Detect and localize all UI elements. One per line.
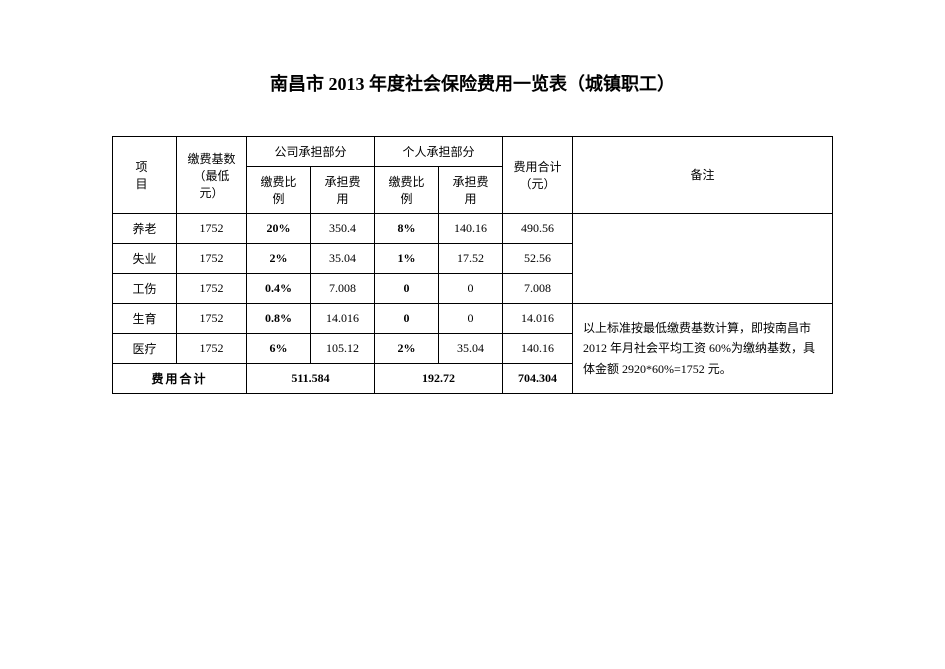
cell-personal-fee: 35.04 [439,334,503,364]
footer-personal-total: 192.72 [375,364,503,394]
insurance-table: 项 目 缴费基数（最低元） 公司承担部分 个人承担部分 费用合计（元） 备注 缴… [112,136,833,394]
header-company-fee: 承担费用 [311,167,375,214]
cell-company-rate: 6% [247,334,311,364]
cell-personal-rate: 2% [375,334,439,364]
table-row: 生育 1752 0.8% 14.016 0 0 14.016 以上标准按最低缴费… [113,304,833,334]
header-personal: 个人承担部分 [375,137,503,167]
cell-base: 1752 [177,274,247,304]
cell-company-fee: 14.016 [311,304,375,334]
cell-company-fee: 105.12 [311,334,375,364]
cell-personal-fee: 0 [439,274,503,304]
header-personal-fee: 承担费用 [439,167,503,214]
footer-grand-total: 704.304 [503,364,573,394]
footer-company-total: 511.584 [247,364,375,394]
header-note: 备注 [573,137,833,214]
header-personal-rate: 缴费比例 [375,167,439,214]
cell-personal-rate: 8% [375,214,439,244]
cell-personal-rate: 0 [375,274,439,304]
header-item: 项 目 [113,137,177,214]
cell-base: 1752 [177,214,247,244]
cell-total: 7.008 [503,274,573,304]
header-row-1: 项 目 缴费基数（最低元） 公司承担部分 个人承担部分 费用合计（元） 备注 [113,137,833,167]
cell-base: 1752 [177,334,247,364]
cell-item: 养老 [113,214,177,244]
cell-personal-rate: 1% [375,244,439,274]
table-row: 养老 1752 20% 350.4 8% 140.16 490.56 [113,214,833,244]
header-base: 缴费基数（最低元） [177,137,247,214]
cell-company-rate: 0.8% [247,304,311,334]
cell-company-fee: 350.4 [311,214,375,244]
cell-company-fee: 7.008 [311,274,375,304]
note-empty [573,214,833,304]
cell-item: 工伤 [113,274,177,304]
cell-total: 490.56 [503,214,573,244]
cell-base: 1752 [177,244,247,274]
header-company: 公司承担部分 [247,137,375,167]
cell-item: 医疗 [113,334,177,364]
cell-personal-fee: 0 [439,304,503,334]
cell-company-fee: 35.04 [311,244,375,274]
cell-personal-fee: 140.16 [439,214,503,244]
note-text: 以上标准按最低缴费基数计算，即按南昌市 2012 年月社会平均工资 60%为缴纳… [573,304,833,394]
cell-item: 失业 [113,244,177,274]
cell-company-rate: 20% [247,214,311,244]
cell-total: 14.016 [503,304,573,334]
table-container: 项 目 缴费基数（最低元） 公司承担部分 个人承担部分 费用合计（元） 备注 缴… [0,136,945,394]
page-title: 南昌市 2013 年度社会保险费用一览表（城镇职工） [0,70,945,96]
cell-base: 1752 [177,304,247,334]
cell-company-rate: 0.4% [247,274,311,304]
cell-item: 生育 [113,304,177,334]
header-company-rate: 缴费比例 [247,167,311,214]
footer-label: 费用合计 [113,364,247,394]
cell-company-rate: 2% [247,244,311,274]
cell-total: 52.56 [503,244,573,274]
header-total: 费用合计（元） [503,137,573,214]
cell-personal-fee: 17.52 [439,244,503,274]
cell-total: 140.16 [503,334,573,364]
cell-personal-rate: 0 [375,304,439,334]
